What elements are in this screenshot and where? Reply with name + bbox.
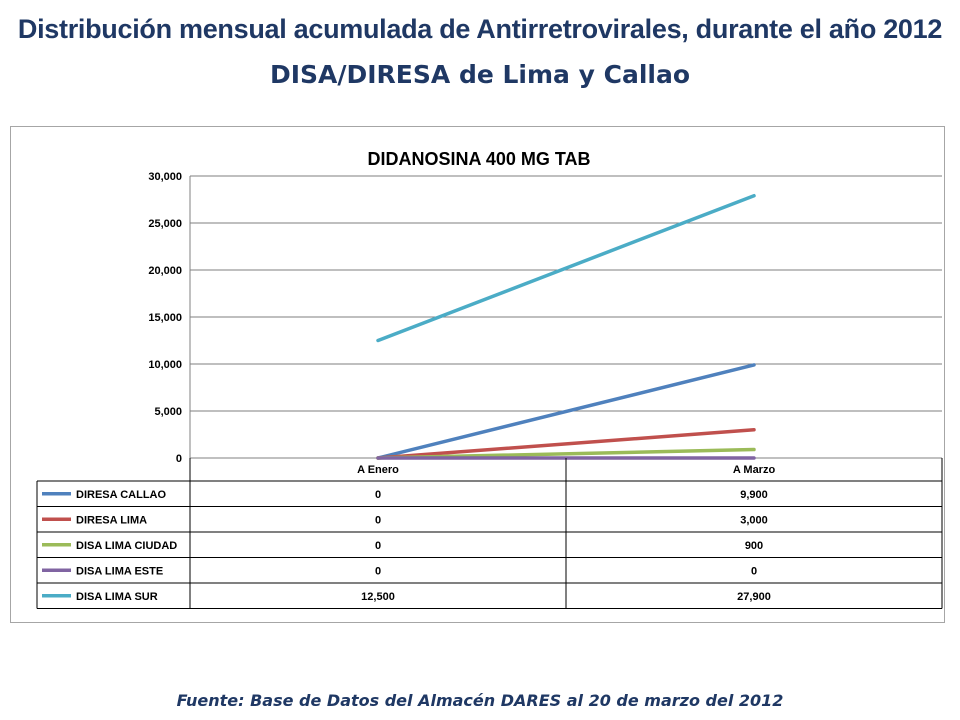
data-value-label: 0 — [375, 489, 381, 501]
chart-frame: DIDANOSINA 400 MG TAB 0 5,000 10,000 15,000… — [10, 126, 945, 623]
data-table: A Enero A Marzo DIRESA CALLAO 0 9,900 DIRESA … — [36, 458, 943, 609]
y-axis-ticks: 0 5,000 10,000 15,000 20,000 25,000 30,000 — [148, 171, 182, 465]
y-tick-label: 15,000 — [148, 312, 182, 324]
data-value-label: 27,900 — [737, 591, 771, 603]
y-tick-label: 20,000 — [148, 265, 182, 277]
series-line-disa-lima-sur — [376, 193, 756, 343]
series-lines — [376, 193, 756, 460]
chart-title: DIDANOSINA 400 MG TAB — [367, 149, 590, 169]
chart-svg: DIDANOSINA 400 MG TAB 0 5,000 10,000 15,000… — [36, 149, 943, 609]
legend-entry-label: DISA LIMA ESTE — [76, 565, 163, 577]
data-value-label: 0 — [375, 540, 381, 552]
legend-entry-label: DIRESA LIMA — [76, 514, 147, 526]
series-line-diresa-callao — [376, 363, 756, 460]
data-value-label: 0 — [751, 565, 757, 577]
x-category-label: A Marzo — [733, 464, 776, 476]
slide-subtitle: DISA/DIRESA de Lima y Callao — [269, 60, 691, 89]
data-value-label: 0 — [375, 514, 381, 526]
y-tick-label: 25,000 — [148, 218, 182, 230]
source-note: Fuente: Base de Datos del Almacén DARES … — [176, 691, 784, 710]
y-tick-label: 5,000 — [154, 406, 182, 418]
slide-title: Distribución mensual acumulada de Antirr… — [17, 14, 943, 44]
data-value-label: 12,500 — [361, 591, 395, 603]
data-value-label: 3,000 — [740, 514, 768, 526]
legend-entry-label: DISA LIMA SUR — [76, 591, 158, 603]
y-tick-label: 0 — [176, 453, 182, 465]
data-value-label: 900 — [745, 540, 763, 552]
data-value-label: 0 — [375, 565, 381, 577]
y-tick-label: 30,000 — [148, 171, 182, 183]
legend-entry-label: DISA LIMA CIUDAD — [76, 540, 177, 552]
series-line-diresa-lima — [376, 428, 756, 460]
legend-entry-label: DIRESA CALLAO — [76, 489, 166, 501]
grid-layer — [189, 175, 942, 459]
y-tick-label: 10,000 — [148, 359, 182, 371]
data-value-label: 9,900 — [740, 489, 768, 501]
x-category-label: A Enero — [357, 464, 399, 476]
